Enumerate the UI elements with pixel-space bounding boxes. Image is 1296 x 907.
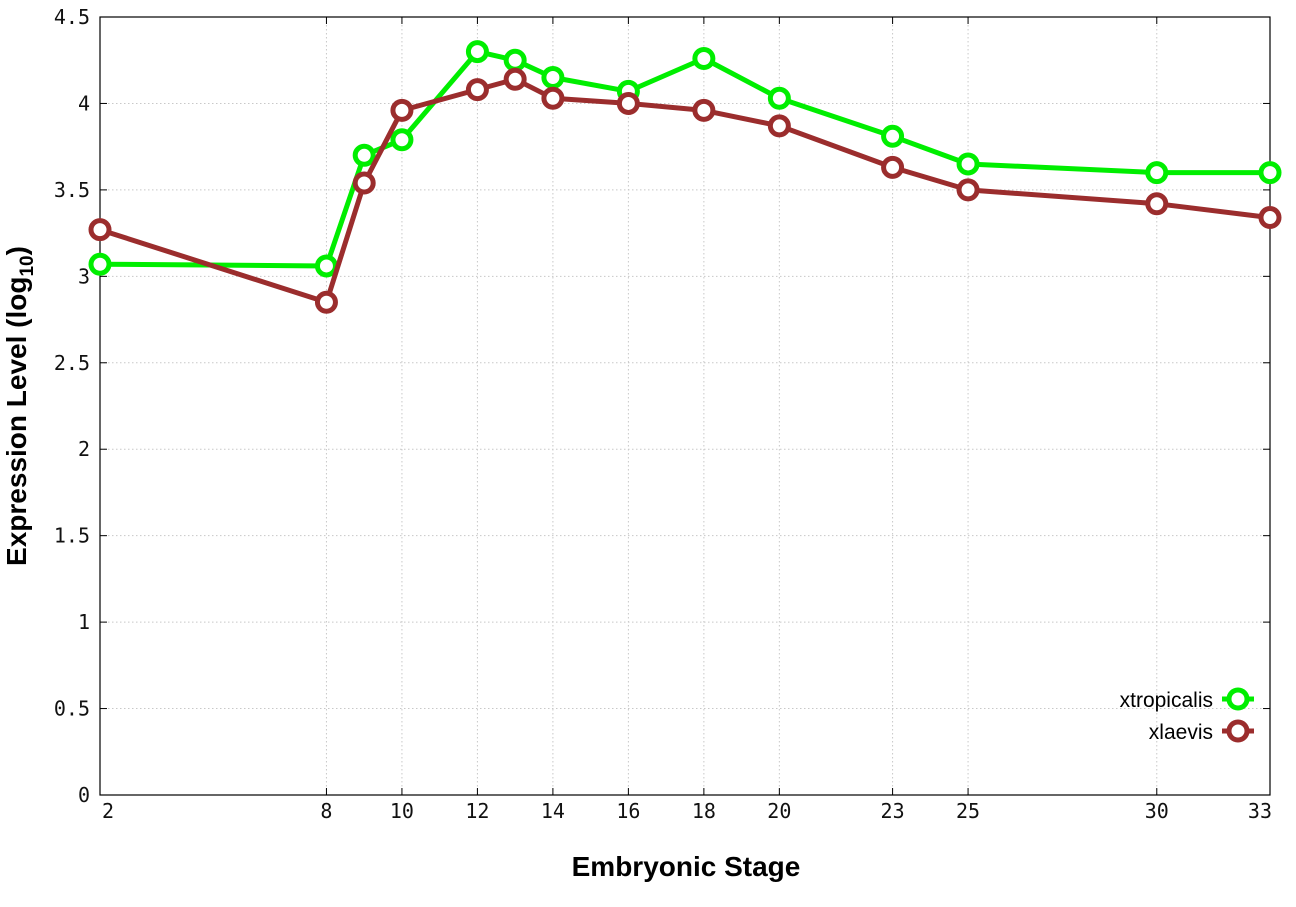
y-axis-title: Expression Level (log10) <box>1 246 38 566</box>
y-tick-label: 1.5 <box>54 524 90 548</box>
data-point-xtropicalis <box>692 46 716 70</box>
y-tick-label: 4 <box>78 91 90 115</box>
data-point-xlaevis <box>465 78 489 102</box>
y-tick-label: 1 <box>78 610 90 634</box>
y-axis-title-close: ) <box>1 246 32 255</box>
series-xlaevis <box>88 67 1282 314</box>
axis-ticks: 2 8 10 12 14 16 18 20 23 25 30 33 0 0.5 1 1.5 2 2.5 3 3.5 4 4… <box>54 5 1272 823</box>
y-tick-label: 4.5 <box>54 5 90 29</box>
x-tick-label: 16 <box>616 799 640 823</box>
x-tick-label: 8 <box>320 799 332 823</box>
data-point-xtropicalis <box>465 40 489 64</box>
data-point-xtropicalis <box>1145 161 1169 185</box>
y-axis-title-main: Expression Level (log <box>1 277 32 566</box>
data-point-xlaevis <box>956 178 980 202</box>
data-point-xtropicalis <box>503 48 527 72</box>
data-point-xlaevis <box>1258 206 1282 230</box>
series-line-xlaevis <box>99 76 1271 305</box>
y-tick-label: 2.5 <box>54 351 90 375</box>
data-point-xlaevis <box>881 155 905 179</box>
x-tick-label: 30 <box>1145 799 1169 823</box>
y-axis-title-subscript: 10 <box>17 255 38 276</box>
y-tick-label: 2 <box>78 437 90 461</box>
data-point-xlaevis <box>314 290 338 314</box>
data-point-xtropicalis <box>314 254 338 278</box>
x-tick-label: 12 <box>465 799 489 823</box>
series-layer <box>88 40 1282 314</box>
grid <box>99 17 1271 795</box>
data-point-xlaevis <box>1145 192 1169 216</box>
x-tick-label: 18 <box>692 799 716 823</box>
legend-marker <box>1226 687 1250 711</box>
data-point-xlaevis <box>352 171 376 195</box>
data-point-xtropicalis <box>956 152 980 176</box>
data-point-xtropicalis <box>881 124 905 148</box>
x-tick-label: 2 <box>102 799 114 823</box>
plot-frame <box>99 16 1271 796</box>
legend-label: xtropicalis <box>1120 689 1213 712</box>
y-tick-label: 3 <box>78 264 90 288</box>
legend-item-xlaevis: xlaevis <box>1149 719 1254 744</box>
x-tick-label: 14 <box>541 799 565 823</box>
x-tick-label: 10 <box>390 799 414 823</box>
data-point-xlaevis <box>767 114 791 138</box>
x-tick-label: 20 <box>767 799 791 823</box>
data-point-xlaevis <box>503 67 527 91</box>
y-tick-label: 3.5 <box>54 178 90 202</box>
x-axis-title: Embryonic Stage <box>572 851 801 882</box>
x-tick-label: 25 <box>956 799 980 823</box>
data-point-xtropicalis <box>352 143 376 167</box>
y-tick-label: 0.5 <box>54 697 90 721</box>
legend-item-xtropicalis: xtropicalis <box>1120 687 1254 712</box>
x-tick-label: 33 <box>1248 799 1272 823</box>
data-point-xlaevis <box>616 91 640 115</box>
legend-label: xlaevis <box>1149 721 1213 744</box>
data-point-xlaevis <box>541 86 565 110</box>
data-point-xtropicalis <box>1258 161 1282 185</box>
x-tick-label: 23 <box>881 799 905 823</box>
data-point-xtropicalis <box>88 252 112 276</box>
series-xtropicalis <box>88 40 1282 278</box>
data-point-xlaevis <box>88 218 112 242</box>
data-point-xtropicalis <box>767 86 791 110</box>
data-point-xlaevis <box>692 98 716 122</box>
data-point-xtropicalis <box>390 128 414 152</box>
legend: xtropicalis xlaevis <box>1120 687 1254 744</box>
data-point-xtropicalis <box>541 66 565 90</box>
y-tick-label: 0 <box>78 783 90 807</box>
data-point-xlaevis <box>390 98 414 122</box>
series-line-xtropicalis <box>99 49 1270 269</box>
legend-marker <box>1226 719 1250 743</box>
